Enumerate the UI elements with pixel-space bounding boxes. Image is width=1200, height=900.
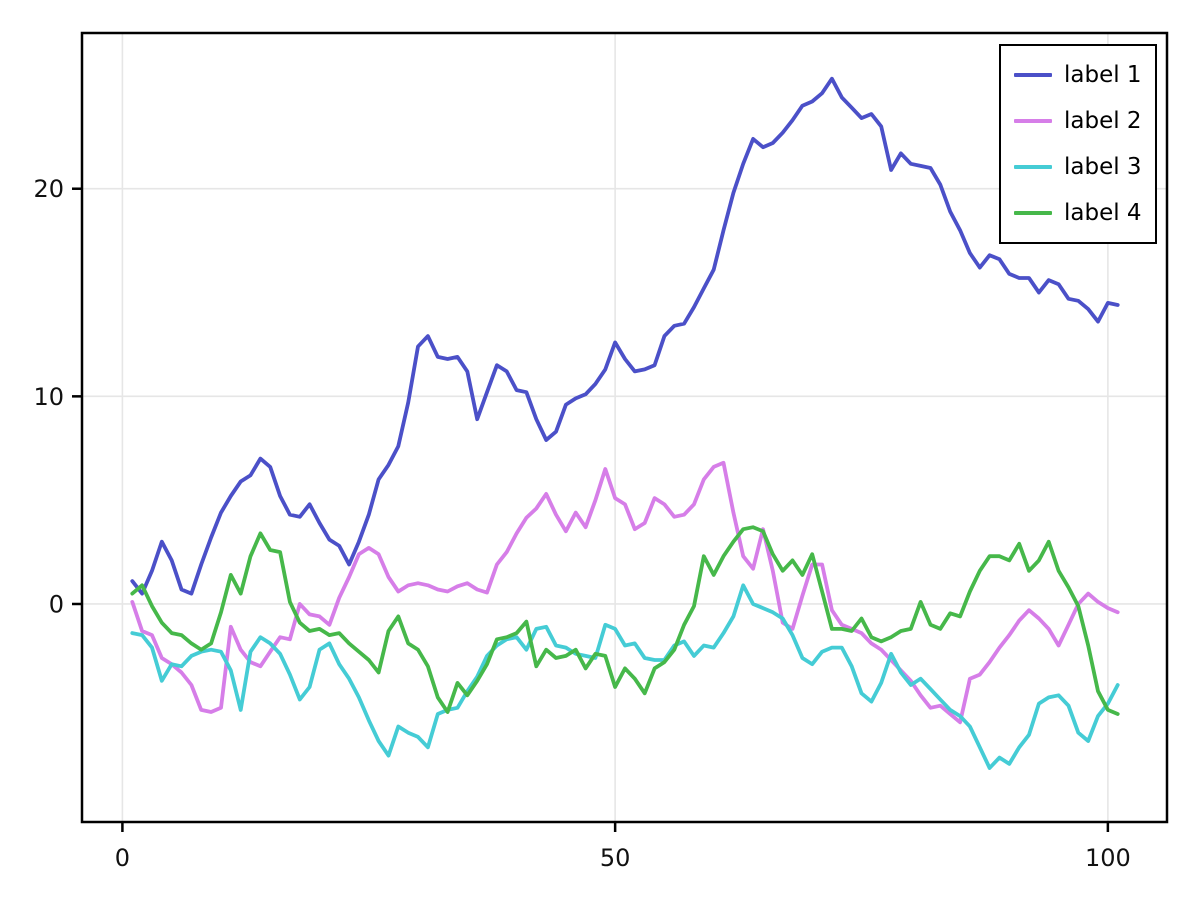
legend-item: label 1 bbox=[1014, 55, 1149, 95]
legend-item: label 4 bbox=[1014, 193, 1149, 233]
legend-line-swatch-3 bbox=[1014, 165, 1052, 169]
series-line-4 bbox=[130, 525, 1120, 716]
x-tick-label: 50 bbox=[600, 844, 631, 872]
x-tick-label: 0 bbox=[115, 844, 130, 872]
plot-frame bbox=[80, 31, 1169, 824]
legend: label 1 label 2 label 3 label 4 bbox=[999, 44, 1157, 244]
series-line-1 bbox=[130, 76, 1120, 596]
legend-item-label: label 3 bbox=[1064, 153, 1142, 180]
legend-line-swatch-2 bbox=[1014, 119, 1052, 123]
legend-item: label 3 bbox=[1014, 147, 1149, 187]
y-tick-label: 0 bbox=[49, 590, 64, 618]
legend-item: label 2 bbox=[1014, 101, 1149, 141]
y-tick-label: 20 bbox=[33, 175, 64, 203]
x-tick-label: 100 bbox=[1085, 844, 1131, 872]
legend-item-label: label 4 bbox=[1064, 199, 1142, 226]
y-tick-label: 10 bbox=[33, 383, 64, 411]
legend-item-label: label 1 bbox=[1064, 61, 1142, 88]
series-line-3 bbox=[130, 583, 1120, 770]
legend-line-swatch-4 bbox=[1014, 211, 1052, 215]
legend-item-label: label 2 bbox=[1064, 107, 1142, 134]
legend-line-swatch-1 bbox=[1014, 73, 1052, 77]
